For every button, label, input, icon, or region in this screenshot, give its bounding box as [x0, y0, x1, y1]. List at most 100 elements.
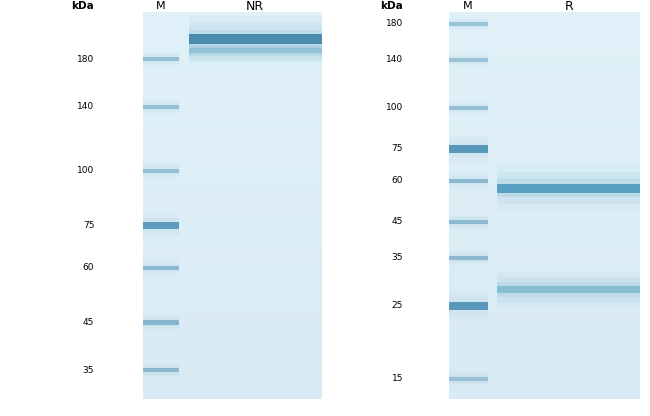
Bar: [497, 271, 640, 309]
Bar: [448, 141, 488, 157]
Bar: [448, 302, 488, 310]
Bar: [143, 312, 322, 322]
Bar: [448, 225, 640, 235]
Text: 140: 140: [77, 102, 94, 111]
Bar: [188, 42, 322, 59]
Bar: [448, 291, 488, 320]
Bar: [497, 165, 640, 211]
Bar: [448, 235, 640, 245]
Bar: [143, 109, 322, 119]
Bar: [143, 177, 322, 186]
Bar: [448, 176, 488, 186]
Bar: [143, 158, 322, 167]
Bar: [448, 186, 640, 196]
Bar: [143, 80, 322, 90]
Text: 100: 100: [385, 104, 403, 112]
Bar: [143, 225, 322, 235]
Text: 60: 60: [83, 263, 94, 272]
Bar: [448, 99, 640, 109]
Bar: [448, 179, 488, 183]
Bar: [448, 22, 488, 26]
Bar: [143, 332, 322, 341]
Bar: [448, 145, 488, 153]
Bar: [448, 106, 488, 110]
Bar: [143, 341, 322, 351]
Text: 60: 60: [391, 176, 403, 186]
Bar: [448, 312, 640, 322]
Bar: [188, 35, 322, 44]
Bar: [448, 22, 640, 32]
Bar: [448, 375, 488, 383]
Bar: [143, 317, 179, 328]
Bar: [448, 90, 640, 99]
Bar: [143, 12, 322, 22]
Bar: [448, 17, 488, 30]
Bar: [143, 166, 179, 175]
FancyBboxPatch shape: [448, 12, 640, 399]
Bar: [143, 218, 179, 233]
Bar: [448, 173, 488, 188]
Text: 35: 35: [83, 366, 94, 374]
Text: kDa: kDa: [72, 1, 94, 11]
Bar: [143, 52, 179, 66]
Bar: [143, 245, 322, 254]
Bar: [143, 129, 322, 138]
Bar: [143, 42, 322, 51]
Bar: [143, 168, 179, 173]
Bar: [448, 303, 640, 312]
Bar: [448, 283, 640, 293]
Bar: [448, 370, 640, 380]
Text: M: M: [156, 1, 166, 11]
Bar: [448, 51, 640, 61]
Bar: [448, 20, 488, 28]
Bar: [143, 322, 322, 332]
Bar: [497, 277, 640, 303]
Text: 100: 100: [77, 166, 94, 175]
Bar: [188, 30, 322, 48]
Bar: [497, 183, 640, 193]
Bar: [143, 99, 322, 109]
Bar: [188, 48, 322, 53]
Text: 25: 25: [391, 302, 403, 310]
Text: NR: NR: [246, 0, 264, 13]
Bar: [448, 167, 640, 177]
Bar: [143, 54, 179, 64]
Bar: [143, 196, 322, 206]
Bar: [448, 104, 488, 112]
Bar: [448, 196, 640, 206]
Text: 180: 180: [385, 20, 403, 28]
Text: 45: 45: [391, 218, 403, 226]
Bar: [448, 245, 640, 254]
Text: M: M: [463, 1, 473, 11]
Text: 180: 180: [77, 54, 94, 64]
Bar: [143, 320, 179, 325]
Bar: [448, 254, 640, 264]
Bar: [143, 70, 322, 80]
Bar: [143, 293, 322, 303]
Bar: [143, 366, 179, 375]
Bar: [448, 332, 640, 341]
Bar: [143, 90, 322, 99]
Bar: [143, 235, 322, 245]
Bar: [143, 283, 322, 293]
Bar: [448, 109, 640, 119]
Bar: [448, 148, 640, 158]
Bar: [448, 119, 640, 129]
Bar: [497, 282, 640, 297]
Bar: [143, 215, 322, 225]
Text: 140: 140: [386, 55, 403, 64]
Bar: [448, 215, 488, 229]
Bar: [143, 303, 322, 312]
Bar: [143, 99, 179, 114]
Bar: [497, 179, 640, 197]
Bar: [448, 32, 640, 42]
Bar: [448, 42, 640, 51]
Bar: [143, 222, 179, 229]
Bar: [448, 361, 640, 370]
Bar: [448, 297, 488, 315]
Bar: [143, 119, 322, 129]
Bar: [448, 138, 640, 148]
Bar: [448, 293, 640, 303]
Bar: [448, 274, 640, 283]
Bar: [448, 322, 640, 332]
